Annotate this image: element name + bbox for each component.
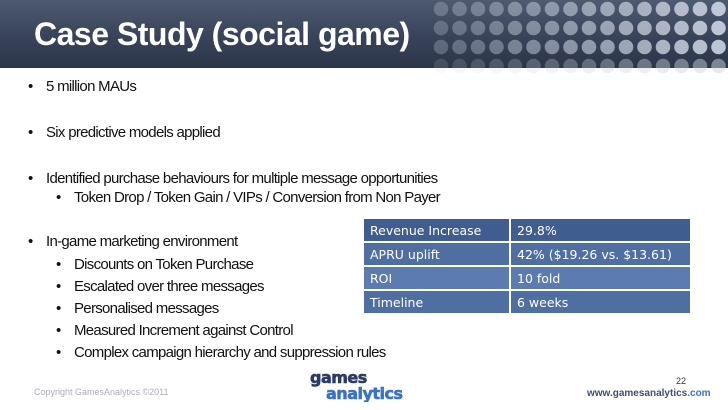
decorative-dot	[581, 20, 597, 36]
decorative-dot	[655, 20, 671, 36]
metric-label: Revenue Increase	[364, 219, 511, 243]
decorative-dot	[563, 1, 578, 17]
dot-pattern-decoration	[433, 1, 726, 74]
decorative-dot	[452, 1, 467, 17]
table-row: Timeline 6 weeks	[364, 291, 690, 315]
page-number: 22	[676, 376, 687, 386]
decorative-dot	[452, 58, 467, 74]
decorative-dot	[600, 39, 615, 55]
metric-value: 29.8%	[511, 219, 690, 243]
games-analytics-logo: games analytics	[310, 368, 404, 402]
decorative-dot	[637, 58, 652, 74]
metric-label: APRU uplift	[364, 243, 511, 267]
decorative-dot	[563, 20, 578, 36]
decorative-dot	[655, 39, 671, 55]
metric-label: ROI	[364, 267, 511, 291]
results-table: Revenue Increase 29.8% APRU uplift 42% (…	[364, 219, 690, 315]
decorative-dot	[618, 20, 634, 36]
decorative-dot	[600, 20, 615, 36]
decorative-dot	[452, 20, 467, 36]
decorative-dot	[526, 58, 541, 74]
decorative-dot	[507, 20, 523, 36]
decorative-dot	[618, 58, 634, 74]
decorative-dot	[470, 1, 486, 17]
decorative-dot	[674, 58, 689, 74]
decorative-dot	[711, 39, 726, 55]
decorative-dot	[711, 20, 726, 36]
decorative-dot	[470, 20, 486, 36]
website-main: www.gamesanalytics	[587, 388, 688, 399]
decorative-dot	[433, 20, 449, 36]
decorative-dot	[489, 39, 504, 55]
decorative-dot	[563, 58, 578, 74]
decorative-dot	[489, 20, 504, 36]
title-bar: Case Study (social game)	[0, 0, 728, 74]
decorative-dot	[433, 1, 449, 17]
decorative-dot	[563, 39, 578, 55]
decorative-dot	[692, 1, 708, 17]
decorative-dot	[692, 39, 708, 55]
decorative-dot	[581, 1, 597, 17]
decorative-dot	[433, 58, 449, 74]
decorative-dot	[489, 58, 504, 74]
decorative-dot	[637, 1, 652, 17]
decorative-dot	[600, 1, 615, 17]
metric-value: 6 weeks	[511, 291, 690, 315]
table-row: ROI 10 fold	[364, 267, 690, 291]
decorative-dot	[600, 58, 615, 74]
decorative-dot	[655, 58, 671, 74]
metric-label: Timeline	[364, 291, 511, 315]
decorative-dot	[470, 39, 486, 55]
decorative-dot	[544, 1, 560, 17]
decorative-dot	[674, 20, 689, 36]
decorative-dot	[581, 58, 597, 74]
decorative-dot	[618, 39, 634, 55]
decorative-dot	[526, 39, 541, 55]
decorative-dot	[544, 20, 560, 36]
slide-title: Case Study (social game)	[34, 16, 410, 52]
website-link[interactable]: www.gamesanalytics.com	[587, 388, 711, 399]
decorative-dot	[692, 20, 708, 36]
decorative-dot	[452, 39, 467, 55]
decorative-dot	[618, 1, 634, 17]
decorative-dot	[581, 39, 597, 55]
decorative-dot	[489, 1, 504, 17]
decorative-dot	[433, 39, 449, 55]
table-row: APRU uplift 42% ($19.26 vs. $13.61)	[364, 243, 690, 267]
table-row: Revenue Increase 29.8%	[364, 219, 690, 243]
decorative-dot	[711, 58, 726, 74]
decorative-dot	[507, 1, 523, 17]
decorative-dot	[655, 1, 671, 17]
decorative-dot	[544, 58, 560, 74]
metric-value: 10 fold	[511, 267, 690, 291]
decorative-dot	[526, 1, 541, 17]
decorative-dot	[526, 20, 541, 36]
decorative-dot	[507, 58, 523, 74]
decorative-dot	[470, 58, 486, 74]
decorative-dot	[637, 39, 652, 55]
decorative-dot	[507, 39, 523, 55]
decorative-dot	[674, 1, 689, 17]
decorative-dot	[692, 58, 708, 74]
decorative-dot	[544, 39, 560, 55]
logo-word-games: games	[310, 368, 367, 387]
decorative-dot	[711, 1, 726, 17]
logo-word-analytics: analytics	[326, 384, 403, 402]
decorative-dot	[674, 39, 689, 55]
metric-value: 42% ($19.26 vs. $13.61)	[511, 243, 690, 267]
website-tld: .com	[687, 388, 711, 399]
copyright-text: Copyright GamesAnalytics ©2011	[34, 387, 169, 397]
decorative-dot	[637, 20, 652, 36]
